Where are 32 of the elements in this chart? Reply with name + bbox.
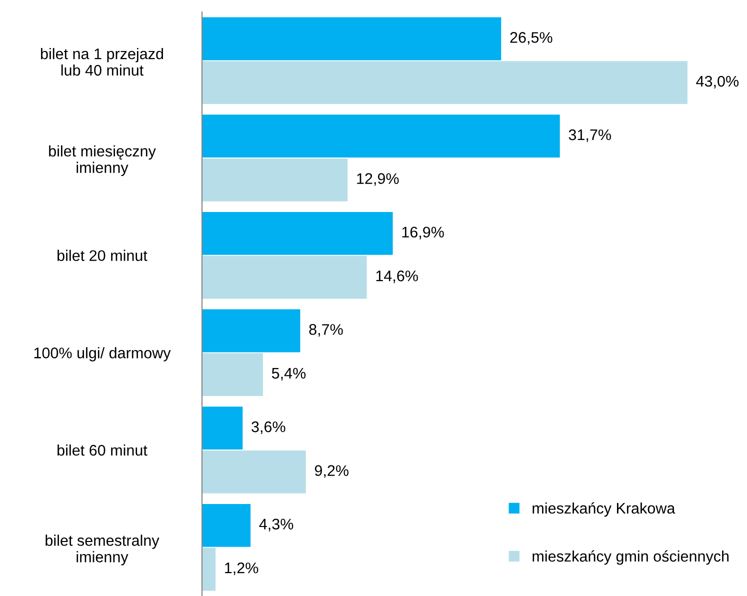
data-label: 1,2% (225, 562, 258, 576)
bar (202, 309, 300, 352)
y-tick-label: bilet semestralny imienny (46, 534, 160, 566)
data-label: 5,4% (272, 368, 306, 380)
bar (202, 17, 502, 60)
y-tick-label: bilet miesięczny imienny (49, 145, 156, 176)
data-label: 3,6% (252, 421, 286, 434)
data-label: 31,7% (568, 129, 611, 142)
y-tick-label: bilet 60 minut (58, 444, 148, 456)
data-label: 14,6% (376, 270, 418, 284)
bar (202, 353, 263, 396)
data-label: 43,0% (696, 76, 739, 88)
legend-label: mieszkańcy Krakowa (532, 502, 676, 517)
data-label: 4,3% (259, 518, 294, 532)
bar (202, 548, 216, 591)
y-tick-label: 100% ulgi/ darmowy (34, 347, 171, 362)
bar (202, 406, 243, 450)
data-label: 16,9% (402, 226, 444, 240)
bar (202, 504, 251, 547)
y-tick-label: bilet na 1 przejazd lub 40 minut (40, 48, 164, 76)
bar (202, 114, 560, 158)
bar (202, 61, 688, 104)
bar (202, 450, 306, 494)
data-label: 12,9% (357, 173, 399, 186)
bar (202, 212, 393, 255)
legend-label: mieszkańcy gmin ościennych (532, 550, 729, 565)
data-label: 26,5% (510, 32, 552, 45)
data-label: 8,7% (309, 324, 343, 337)
bar (202, 256, 367, 299)
y-tick-label: bilet 20 minut (58, 250, 148, 262)
bar (202, 158, 348, 202)
data-label: 9,2% (314, 465, 348, 478)
